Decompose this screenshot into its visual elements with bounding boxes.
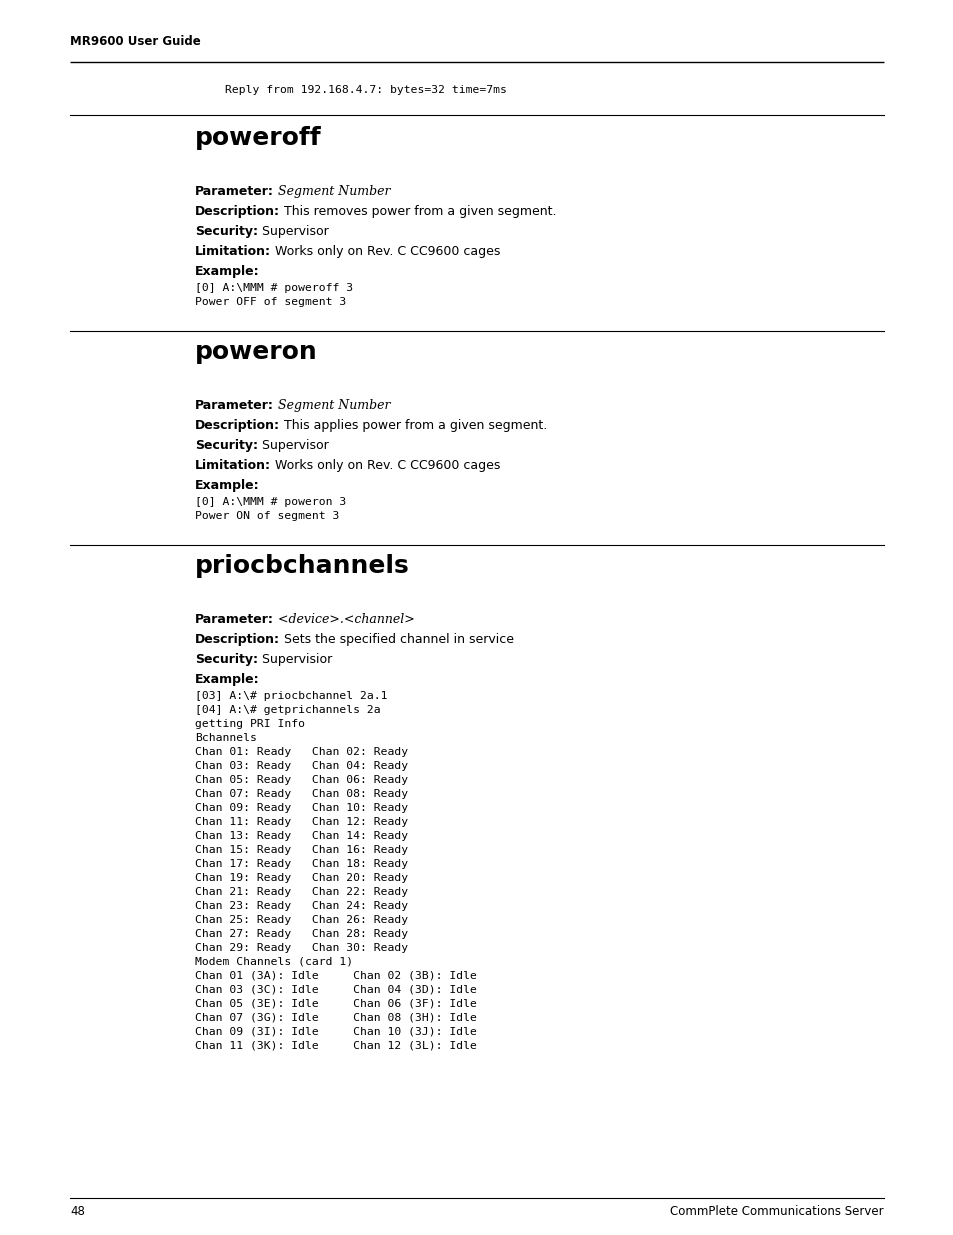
Text: Chan 01: Ready   Chan 02: Ready: Chan 01: Ready Chan 02: Ready xyxy=(194,747,408,757)
Text: getting PRI Info: getting PRI Info xyxy=(194,719,305,729)
Text: Reply from 192.168.4.7: bytes=32 time=7ms: Reply from 192.168.4.7: bytes=32 time=7m… xyxy=(225,85,506,95)
Text: Segment Number: Segment Number xyxy=(274,399,390,412)
Text: priocbchannels: priocbchannels xyxy=(194,555,410,578)
Text: poweroff: poweroff xyxy=(194,126,321,149)
Text: Example:: Example: xyxy=(194,673,259,685)
Text: Supervisior: Supervisior xyxy=(257,653,332,666)
Text: Limitation:: Limitation: xyxy=(194,459,271,472)
Text: Description:: Description: xyxy=(194,419,280,432)
Text: Segment Number: Segment Number xyxy=(274,185,390,198)
Text: [0] A:\MMM # poweroff 3: [0] A:\MMM # poweroff 3 xyxy=(194,283,353,293)
Text: 48: 48 xyxy=(70,1205,85,1218)
Text: Chan 17: Ready   Chan 18: Ready: Chan 17: Ready Chan 18: Ready xyxy=(194,860,408,869)
Text: Description:: Description: xyxy=(194,205,280,219)
Text: This removes power from a given segment.: This removes power from a given segment. xyxy=(280,205,556,219)
Text: Security:: Security: xyxy=(194,438,257,452)
Text: Chan 03 (3C): Idle     Chan 04 (3D): Idle: Chan 03 (3C): Idle Chan 04 (3D): Idle xyxy=(194,986,476,995)
Text: Power ON of segment 3: Power ON of segment 3 xyxy=(194,511,339,521)
Text: Chan 25: Ready   Chan 26: Ready: Chan 25: Ready Chan 26: Ready xyxy=(194,915,408,925)
Text: Chan 09: Ready   Chan 10: Ready: Chan 09: Ready Chan 10: Ready xyxy=(194,803,408,813)
Text: Works only on Rev. C CC9600 cages: Works only on Rev. C CC9600 cages xyxy=(271,245,500,258)
Text: Chan 21: Ready   Chan 22: Ready: Chan 21: Ready Chan 22: Ready xyxy=(194,887,408,897)
Text: Power OFF of segment 3: Power OFF of segment 3 xyxy=(194,296,346,308)
Text: Security:: Security: xyxy=(194,653,257,666)
Text: Chan 19: Ready   Chan 20: Ready: Chan 19: Ready Chan 20: Ready xyxy=(194,873,408,883)
Text: Sets the specified channel in service: Sets the specified channel in service xyxy=(280,634,514,646)
Text: <device>.<channel>: <device>.<channel> xyxy=(274,613,415,626)
Text: Bchannels: Bchannels xyxy=(194,734,256,743)
Text: Chan 01 (3A): Idle     Chan 02 (3B): Idle: Chan 01 (3A): Idle Chan 02 (3B): Idle xyxy=(194,971,476,981)
Text: Chan 27: Ready   Chan 28: Ready: Chan 27: Ready Chan 28: Ready xyxy=(194,929,408,939)
Text: Example:: Example: xyxy=(194,266,259,278)
Text: Chan 09 (3I): Idle     Chan 10 (3J): Idle: Chan 09 (3I): Idle Chan 10 (3J): Idle xyxy=(194,1028,476,1037)
Text: CommPlete Communications Server: CommPlete Communications Server xyxy=(670,1205,883,1218)
Text: Supervisor: Supervisor xyxy=(257,225,329,238)
Text: Limitation:: Limitation: xyxy=(194,245,271,258)
Text: Chan 11 (3K): Idle     Chan 12 (3L): Idle: Chan 11 (3K): Idle Chan 12 (3L): Idle xyxy=(194,1041,476,1051)
Text: MR9600 User Guide: MR9600 User Guide xyxy=(70,35,200,48)
Text: Chan 15: Ready   Chan 16: Ready: Chan 15: Ready Chan 16: Ready xyxy=(194,845,408,855)
Text: Chan 11: Ready   Chan 12: Ready: Chan 11: Ready Chan 12: Ready xyxy=(194,818,408,827)
Text: Chan 29: Ready   Chan 30: Ready: Chan 29: Ready Chan 30: Ready xyxy=(194,944,408,953)
Text: Parameter:: Parameter: xyxy=(194,399,274,412)
Text: poweron: poweron xyxy=(194,340,317,364)
Text: Works only on Rev. C CC9600 cages: Works only on Rev. C CC9600 cages xyxy=(271,459,500,472)
Text: Chan 05: Ready   Chan 06: Ready: Chan 05: Ready Chan 06: Ready xyxy=(194,776,408,785)
Text: Supervisor: Supervisor xyxy=(257,438,329,452)
Text: [0] A:\MMM # poweron 3: [0] A:\MMM # poweron 3 xyxy=(194,496,346,508)
Text: Chan 07: Ready   Chan 08: Ready: Chan 07: Ready Chan 08: Ready xyxy=(194,789,408,799)
Text: Description:: Description: xyxy=(194,634,280,646)
Text: This applies power from a given segment.: This applies power from a given segment. xyxy=(280,419,547,432)
Text: Parameter:: Parameter: xyxy=(194,185,274,198)
Text: Parameter:: Parameter: xyxy=(194,613,274,626)
Text: Security:: Security: xyxy=(194,225,257,238)
Text: [03] A:\# priocbchannel 2a.1: [03] A:\# priocbchannel 2a.1 xyxy=(194,692,387,701)
Text: Chan 03: Ready   Chan 04: Ready: Chan 03: Ready Chan 04: Ready xyxy=(194,761,408,771)
Text: Chan 07 (3G): Idle     Chan 08 (3H): Idle: Chan 07 (3G): Idle Chan 08 (3H): Idle xyxy=(194,1013,476,1023)
Text: Chan 23: Ready   Chan 24: Ready: Chan 23: Ready Chan 24: Ready xyxy=(194,902,408,911)
Text: Modem Channels (card 1): Modem Channels (card 1) xyxy=(194,957,353,967)
Text: Chan 05 (3E): Idle     Chan 06 (3F): Idle: Chan 05 (3E): Idle Chan 06 (3F): Idle xyxy=(194,999,476,1009)
Text: Example:: Example: xyxy=(194,479,259,492)
Text: [04] A:\# getprichannels 2a: [04] A:\# getprichannels 2a xyxy=(194,705,380,715)
Text: Chan 13: Ready   Chan 14: Ready: Chan 13: Ready Chan 14: Ready xyxy=(194,831,408,841)
